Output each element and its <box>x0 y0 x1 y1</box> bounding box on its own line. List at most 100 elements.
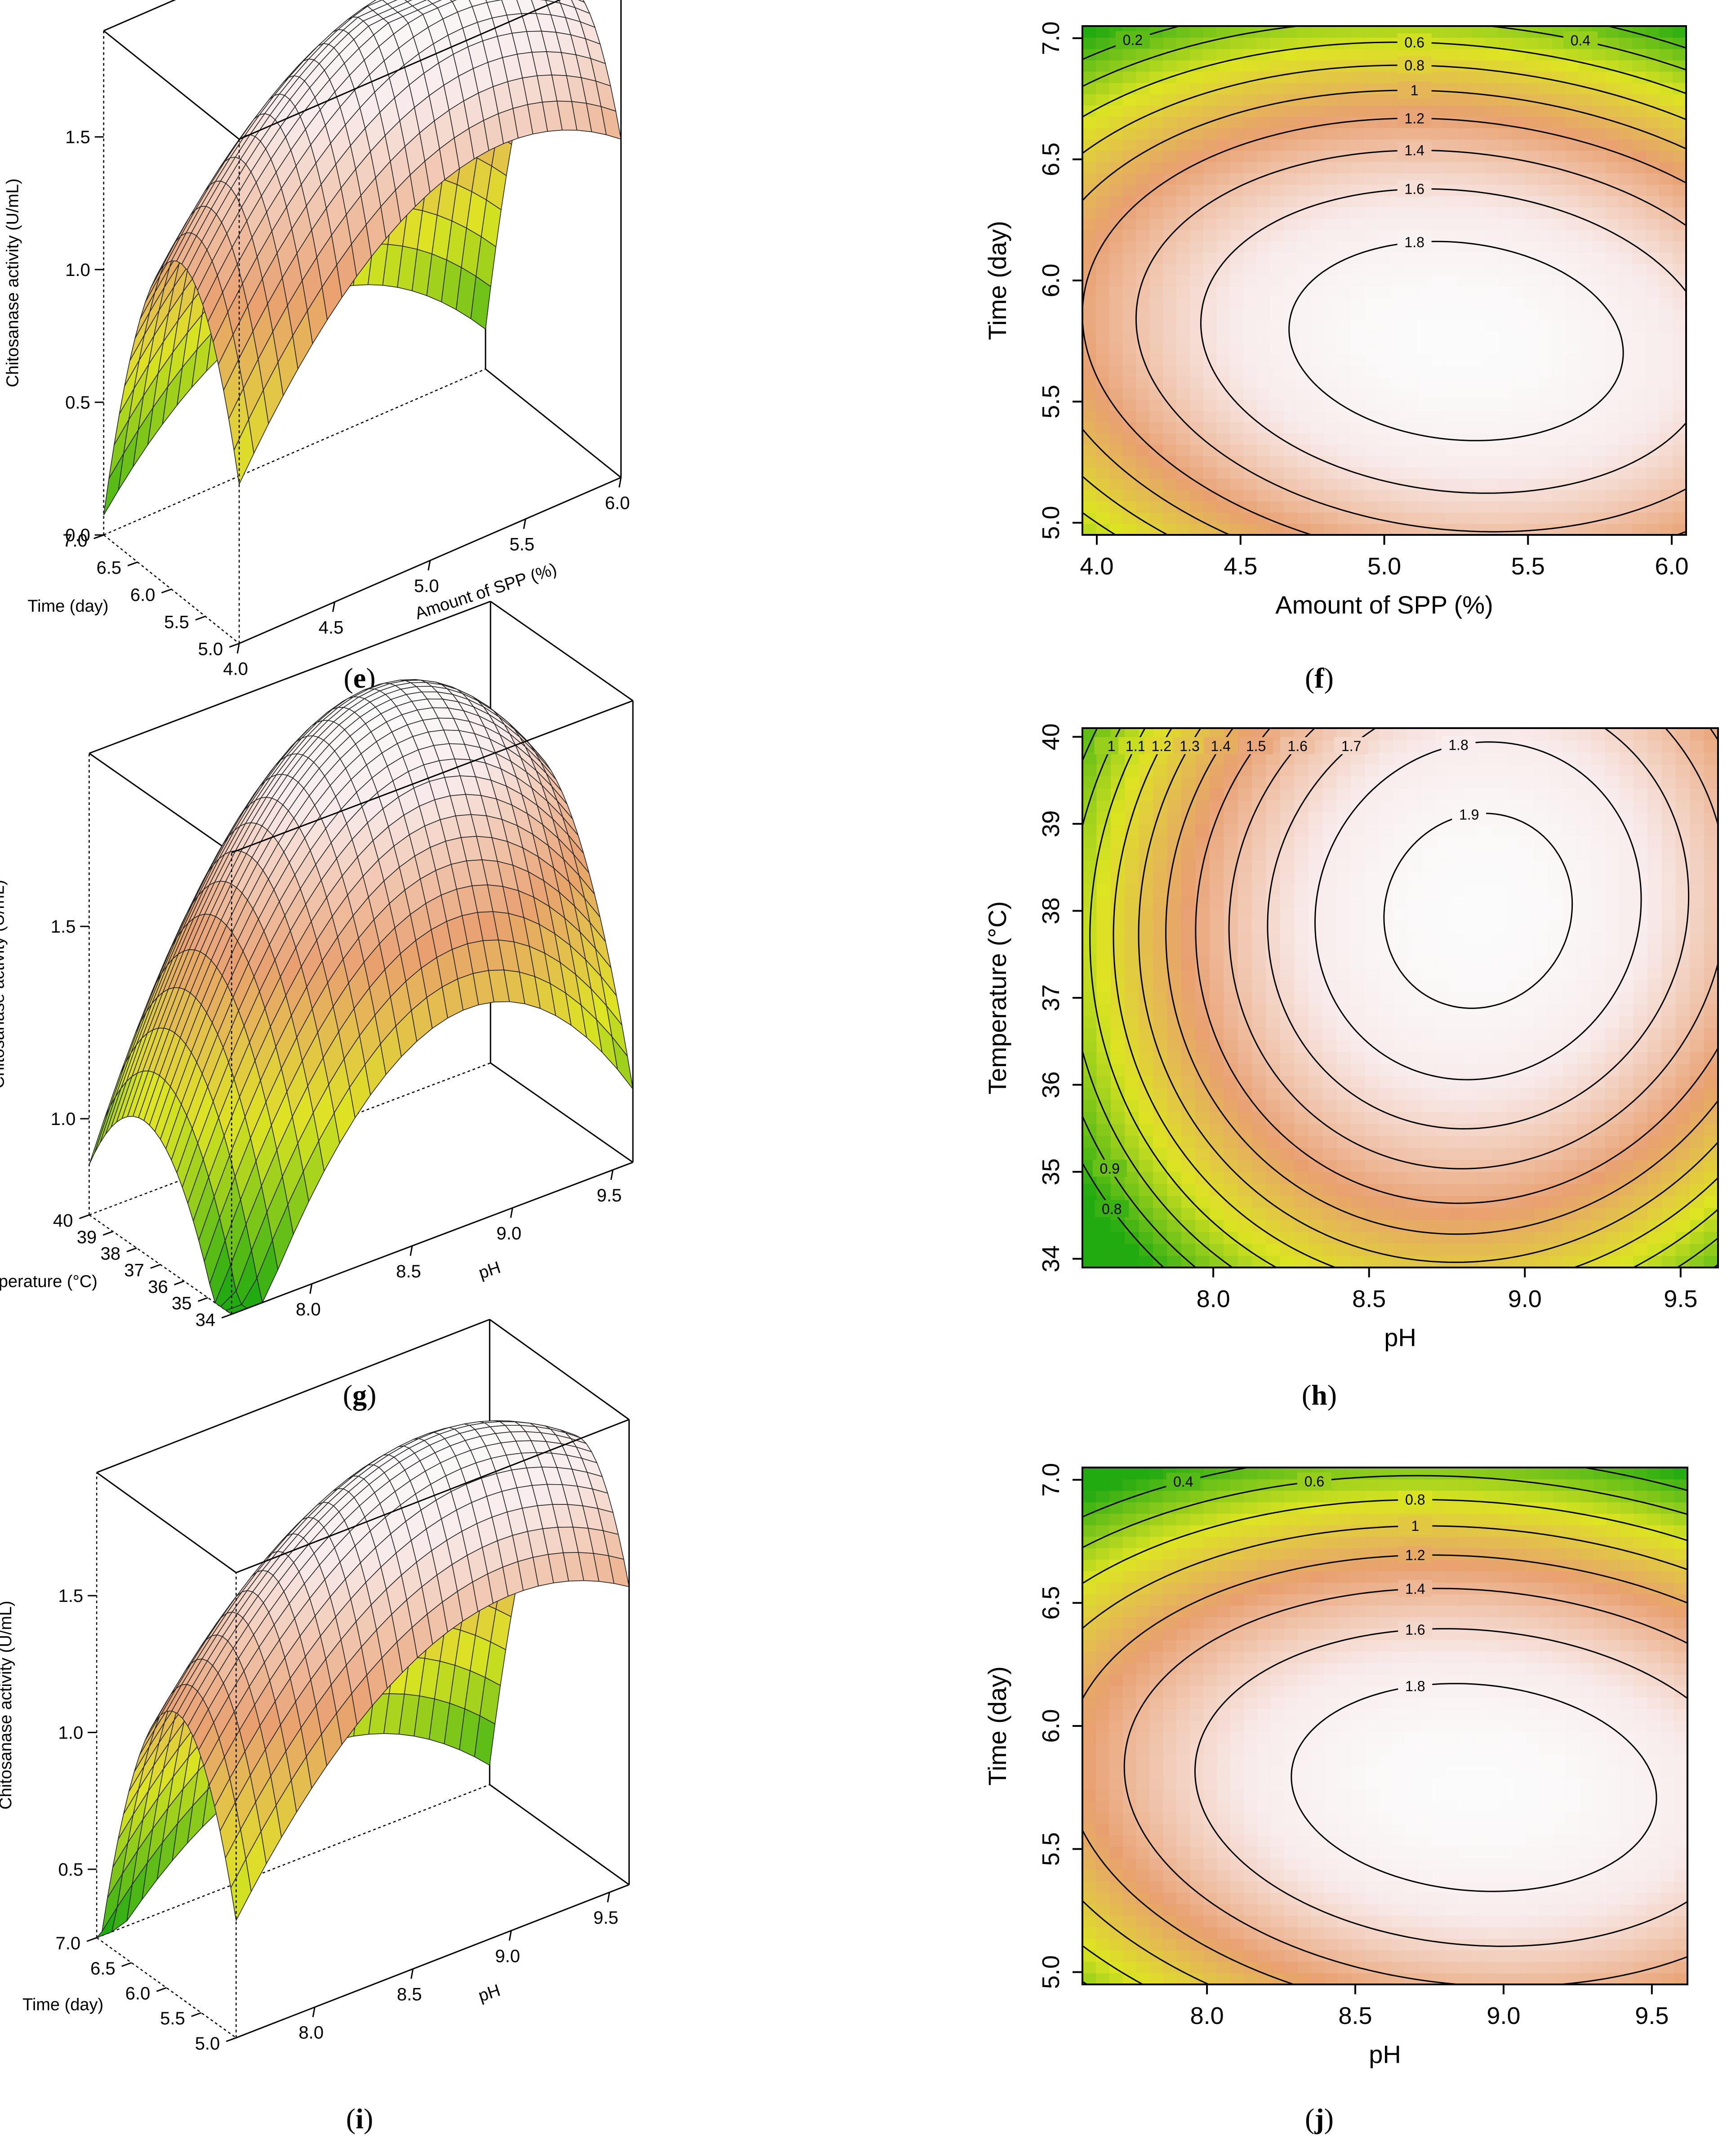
heatmap-cell <box>1203 93 1217 106</box>
heatmap-cell <box>1458 60 1472 72</box>
heatmap-cell <box>1336 872 1351 885</box>
box-edge <box>231 1161 633 1315</box>
heatmap-cell <box>1506 836 1521 849</box>
heatmap-cell <box>1673 444 1686 456</box>
heatmap-cell <box>1673 365 1686 377</box>
heatmap-cell <box>1195 1147 1210 1160</box>
heatmap-cell <box>1478 1147 1493 1160</box>
heatmap-cell <box>1136 173 1150 185</box>
heatmap-cell <box>1256 387 1271 400</box>
heatmap-cell <box>1266 1016 1281 1028</box>
heatmap-cell <box>1136 387 1150 400</box>
heatmap-cell <box>1149 116 1163 129</box>
heatmap-cell <box>1421 860 1436 872</box>
heatmap-cell <box>1458 433 1472 445</box>
heatmap-cell <box>1498 128 1512 140</box>
heatmap-cell <box>1538 512 1553 524</box>
heatmap-cell <box>1458 308 1472 320</box>
heatmap-cell <box>1125 1004 1140 1016</box>
heatmap-cell <box>1565 342 1580 355</box>
heatmap-cell <box>1449 896 1464 908</box>
heatmap-cell <box>1485 489 1499 502</box>
heatmap-cell <box>1377 196 1392 208</box>
heatmap-cell <box>1471 410 1486 422</box>
heatmap-cell <box>1492 1016 1507 1028</box>
heatmap-cell <box>1280 908 1295 921</box>
heatmap-cell <box>1195 1243 1210 1256</box>
heatmap-cell <box>1478 848 1493 861</box>
heatmap-cell <box>1538 331 1553 343</box>
heatmap-cell <box>1153 848 1168 861</box>
heatmap-cell <box>1153 1207 1168 1220</box>
heatmap-cell <box>1458 410 1472 422</box>
heatmap-cell <box>1525 320 1539 332</box>
heatmap-cell <box>1280 1135 1295 1148</box>
heatmap-cell <box>1181 896 1196 908</box>
box-edge <box>490 1062 633 1163</box>
heatmap-cell <box>1552 240 1566 253</box>
heatmap-cell <box>1646 523 1660 535</box>
heatmap-cell <box>1605 399 1620 411</box>
heatmap-cell <box>1391 218 1405 230</box>
x-tick-label: 8.0 <box>296 1299 321 1319</box>
heatmap-cell <box>1659 218 1673 230</box>
heatmap-cell <box>1534 1171 1549 1184</box>
heatmap-cell <box>1096 956 1111 969</box>
heatmap-cell <box>1294 1063 1309 1076</box>
x-axis-title: pH <box>476 1258 503 1283</box>
heatmap-cell <box>1297 229 1311 241</box>
heatmap-cell <box>1139 920 1153 933</box>
heatmap-cell <box>1163 297 1177 309</box>
heatmap-cell <box>1579 444 1593 456</box>
heatmap-cell <box>1095 433 1110 445</box>
heatmap-cell <box>1139 1171 1153 1184</box>
heatmap-cell <box>1350 331 1365 343</box>
heatmap-cell <box>1431 196 1445 208</box>
heatmap-cell <box>1464 1135 1478 1148</box>
heatmap-cell <box>1310 82 1324 94</box>
heatmap-cell <box>1444 93 1459 106</box>
heatmap-cell <box>1176 297 1190 309</box>
heatmap-cell <box>1167 1063 1182 1076</box>
heatmap-cell <box>1579 207 1593 219</box>
heatmap-cell <box>1082 908 1097 921</box>
contour-label-bg <box>1397 233 1432 251</box>
heatmap-cell <box>1632 433 1647 445</box>
x-tick-label: 5.0 <box>414 576 439 596</box>
heatmap-cell <box>1351 1040 1366 1052</box>
heatmap-cell <box>1520 788 1535 800</box>
heatmap-cell <box>1149 342 1163 355</box>
heatmap-cell <box>1520 908 1535 921</box>
heatmap-cell <box>1632 422 1647 434</box>
heatmap-cell <box>1322 836 1337 849</box>
heatmap-cell <box>1209 1160 1224 1172</box>
heatmap-cell <box>1324 422 1338 434</box>
heatmap-cell <box>1266 1027 1281 1041</box>
heatmap-cell <box>1209 1171 1224 1184</box>
heatmap-cell <box>1297 320 1311 332</box>
heatmap-cell <box>1619 275 1633 287</box>
heatmap-cell <box>1283 37 1298 49</box>
heatmap-cell <box>1125 1040 1140 1052</box>
heatmap-cell <box>1449 920 1464 933</box>
heatmap-cell <box>1379 848 1394 861</box>
heatmap-cell <box>1203 501 1217 513</box>
heatmap-cell <box>1266 1183 1281 1196</box>
heatmap-cell <box>1364 252 1378 264</box>
heatmap-cell <box>1336 992 1351 1005</box>
heatmap-cell <box>1552 501 1566 513</box>
heatmap-cell <box>1096 908 1111 921</box>
heatmap-cell <box>1431 184 1445 196</box>
heatmap-cell <box>1393 920 1408 933</box>
heatmap-cell <box>1350 354 1365 366</box>
heatmap-cell <box>1280 980 1295 992</box>
heatmap-cell <box>1492 752 1507 765</box>
heatmap-cell <box>1153 860 1168 872</box>
heatmap-cell <box>1082 788 1097 800</box>
heatmap-cell <box>1377 275 1392 287</box>
heatmap-cell <box>1492 884 1507 897</box>
heatmap-cell <box>1095 512 1110 524</box>
heatmap-cell <box>1391 365 1405 377</box>
heatmap-cell <box>1283 196 1298 208</box>
heatmap-cell <box>1449 1255 1464 1267</box>
